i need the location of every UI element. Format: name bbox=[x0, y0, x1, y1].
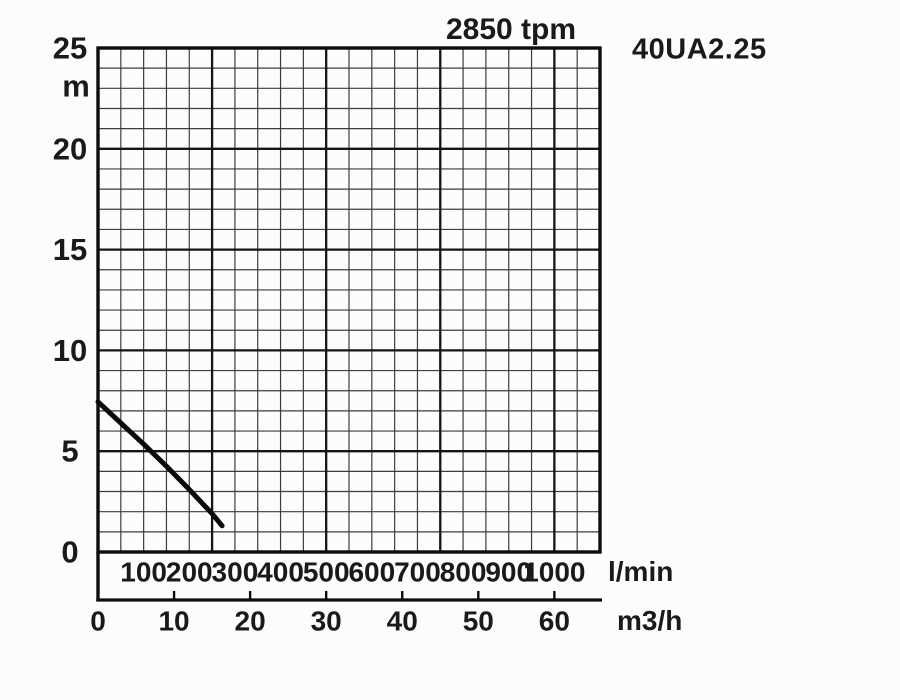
x-axis-lmin-tick-label: 700 bbox=[394, 557, 441, 588]
y-axis-tick-label: 20 bbox=[53, 131, 87, 166]
plot-border bbox=[96, 46, 602, 554]
x-axis-m3h-tick-label: 20 bbox=[235, 606, 266, 637]
x-axis-lmin-tick-label: 800 bbox=[440, 557, 487, 588]
x-axis-lmin-tick-label: 100 bbox=[120, 557, 167, 588]
x-axis-lmin-unit-label: l/min bbox=[608, 556, 674, 587]
x-axis-m3h-unit-label: m3/h bbox=[617, 605, 683, 636]
x-axis-lmin-tick-label: 500 bbox=[303, 557, 350, 588]
x-axis-m3h-tick-label: 40 bbox=[387, 606, 418, 637]
chart-title: 2850 tpm bbox=[445, 13, 577, 46]
y-axis-tick-label: 15 bbox=[53, 232, 87, 267]
x-axis-m3h-tick-label: 50 bbox=[463, 606, 494, 637]
x-axis-lmin-tick-label: 600 bbox=[348, 557, 395, 588]
y-axis-tick-label: 25 bbox=[53, 31, 87, 66]
x-axis-lmin-tick-label: 300 bbox=[212, 557, 259, 588]
pump-model-label: 40UA2.25 bbox=[632, 33, 767, 66]
x-axis-lmin-tick-label: 200 bbox=[166, 557, 213, 588]
x-axis-m3h-tick-label: 60 bbox=[539, 606, 570, 637]
x-axis-m3h-tick-label: 10 bbox=[158, 606, 189, 637]
x-axis-lmin-tick-label: 1000 bbox=[523, 557, 585, 588]
pump-head-curve bbox=[95, 399, 225, 529]
y-axis-tick-label: 5 bbox=[61, 434, 78, 469]
y-axis-tick-label: 0 bbox=[61, 535, 78, 570]
x-axis-m3h-tick-label: 30 bbox=[311, 606, 342, 637]
y-axis-unit-label: m bbox=[62, 68, 90, 104]
x-axis-lmin-tick-label: 400 bbox=[257, 557, 304, 588]
y-axis-tick-label: 10 bbox=[53, 333, 87, 368]
x-axis-lmin-tick-label: 900 bbox=[485, 557, 532, 588]
x-axis-m3h-tick-label: 0 bbox=[90, 606, 106, 637]
